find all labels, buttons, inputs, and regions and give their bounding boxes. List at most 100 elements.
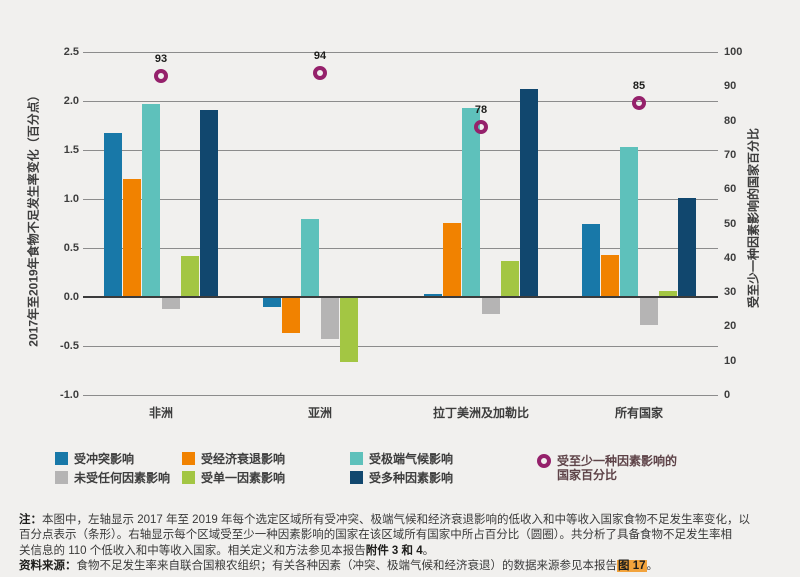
bar-受极端气候影响-亚洲: [301, 218, 320, 297]
category-label-所有国家: 所有国家: [614, 406, 664, 420]
circle-marker-所有国家: [632, 96, 646, 111]
right-tick-label: 100: [724, 46, 743, 58]
note-text: 食物不足发生率来自联合国粮农组织；有关各种因素（冲突、极端气候和经济衰退）的数据…: [76, 560, 618, 573]
category-label-拉丁美洲及加勒比: 拉丁美洲及加勒比: [432, 406, 530, 420]
gridline: [83, 52, 718, 53]
circle-value-label: 85: [632, 80, 646, 93]
legend-swatch: [350, 471, 363, 484]
bar-未受任何因素影响-所有国家: [639, 297, 658, 326]
gridline: [83, 199, 718, 200]
bar-受多种因素影响-所有国家: [678, 198, 696, 297]
gridline: [83, 101, 718, 102]
note-text: 百分点表示（条形）。右轴显示每个区域受至少一种因素影响的国家在该区域所有国家中所…: [19, 529, 732, 542]
left-tick-label: 0.5: [63, 242, 79, 254]
circle-marker-拉丁美洲及加勒比: [474, 120, 488, 135]
legend-swatch: [55, 471, 68, 484]
circle-marker-亚洲: [313, 65, 327, 80]
bar-受极端气候影响-所有国家: [620, 147, 639, 297]
gridline: [83, 150, 718, 151]
note-highlight: 图 17: [617, 560, 647, 573]
legend-item-受经济衰退影响: 受经济衰退影响: [182, 452, 285, 466]
left-tick-label: 2.0: [63, 95, 79, 107]
right-tick-label: 10: [724, 354, 737, 367]
bar-受单一因素影响-拉丁美洲及加勒比: [500, 260, 519, 297]
bar-受冲突影响-亚洲: [263, 297, 281, 307]
note-text: 关信息的 110 个低收入和中等收入国家。相关定义和方法参见本报告: [19, 544, 366, 557]
note-line-4: 资料来源：食物不足发生率来自联合国粮农组织；有关各种因素（冲突、极端气候和经济衰…: [19, 559, 658, 574]
note-text: 注：: [19, 514, 42, 526]
legend-item-受单一因素影响: 受单一因素影响: [182, 471, 285, 485]
bar-受冲突影响-非洲: [104, 133, 122, 297]
bar-受多种因素影响-非洲: [200, 109, 218, 297]
circle-marker-非洲: [154, 69, 168, 83]
legend-swatch: [55, 452, 68, 465]
note-text: 。: [646, 560, 659, 573]
right-tick-label: 0: [724, 389, 731, 401]
note-text: 本图中，左轴显示 2017 年至 2019 年每个选定区域所有受冲突、极端气候和…: [42, 514, 750, 526]
gridline: [83, 248, 718, 249]
category-label-非洲: 非洲: [148, 406, 174, 420]
legend-label: 受多种因素影响: [369, 471, 454, 485]
bar-受极端气候影响-非洲: [142, 103, 161, 297]
gridline: [83, 395, 718, 396]
legend-label: 受极端气候影响: [369, 452, 454, 466]
circle-value-label: 78: [474, 104, 488, 117]
bar-未受任何因素影响-拉丁美洲及加勒比: [481, 297, 500, 314]
bar-受极端气候影响-拉丁美洲及加勒比: [462, 107, 481, 297]
legend-swatch: [350, 452, 363, 465]
circle-value-label: 93: [154, 53, 168, 65]
legend-item-受极端气候影响: 受极端气候影响: [350, 452, 453, 466]
right-tick-label: 90: [724, 80, 737, 93]
right-tick-label: 40: [724, 251, 737, 264]
note-text: 附件 3 和 4: [365, 544, 423, 557]
legend-item-受多种因素影响: 受多种因素影响: [350, 471, 453, 485]
note-text: 资料来源：: [19, 560, 77, 573]
left-tick-label: 1.0: [63, 193, 79, 205]
right-axis-title: 受至少一种因素影响的国家百分比: [746, 127, 761, 309]
bar-未受任何因素影响-亚洲: [320, 297, 339, 340]
legend-item-受冲突影响: 受冲突影响: [55, 452, 134, 466]
legend-label: 受冲突影响: [74, 452, 135, 466]
bar-受单一因素影响-所有国家: [658, 291, 677, 297]
left-tick-label: -1.0: [60, 389, 79, 401]
zero-line: [83, 296, 718, 298]
legend-label: 未受任何因素影响: [74, 471, 171, 485]
left-tick-label: 1.5: [63, 144, 79, 156]
left-axis-title: 2017年至2019年食物不足发生率变化（百分点）: [26, 89, 41, 347]
bar-受冲突影响-拉丁美洲及加勒比: [424, 294, 442, 297]
bar-未受任何因素影响-非洲: [161, 297, 180, 309]
legend-item-受至少一种因素影响的国家百分比: 受至少一种因素影响的 国家百分比: [537, 454, 677, 482]
legend-label: 受至少一种因素影响的 国家百分比: [557, 454, 678, 482]
note-line-1: 注：本图中，左轴显示 2017 年至 2019 年每个选定区域所有受冲突、极端气…: [19, 513, 750, 528]
legend-swatch: [182, 471, 195, 484]
bar-受经济衰退影响-拉丁美洲及加勒比: [443, 222, 462, 297]
bar-受经济衰退影响-所有国家: [601, 254, 620, 297]
left-tick-label: -0.5: [60, 340, 79, 352]
bar-受经济衰退影响-非洲: [123, 179, 142, 297]
bar-受经济衰退影响-亚洲: [282, 297, 301, 334]
left-tick-label: 2.5: [63, 46, 79, 58]
legend-label: 受单一因素影响: [201, 471, 286, 485]
legend-swatch: [182, 452, 195, 465]
note-line-3: 关信息的 110 个低收入和中等收入国家。相关定义和方法参见本报告附件 3 和 …: [19, 544, 434, 559]
circle-value-label: 94: [313, 49, 327, 62]
left-tick-label: 0.0: [63, 291, 79, 303]
right-tick-label: 30: [724, 286, 737, 299]
gridline: [83, 346, 718, 347]
category-label-亚洲: 亚洲: [307, 406, 333, 420]
right-tick-label: 50: [724, 217, 737, 230]
right-tick-label: 60: [724, 183, 737, 196]
legend-circle-swatch: [537, 454, 551, 468]
bar-受单一因素影响-非洲: [180, 255, 199, 297]
note-text: 。: [422, 544, 435, 557]
bar-受多种因素影响-拉丁美洲及加勒比: [520, 89, 538, 297]
right-tick-label: 80: [724, 114, 737, 127]
right-tick-label: 20: [724, 320, 737, 333]
right-tick-label: 70: [724, 148, 737, 161]
legend-label: 受经济衰退影响: [201, 452, 286, 466]
legend-item-未受任何因素影响: 未受任何因素影响: [55, 471, 170, 485]
bar-受单一因素影响-亚洲: [339, 297, 358, 362]
note-line-2: 百分点表示（条形）。右轴显示每个区域受至少一种因素影响的国家在该区域所有国家中所…: [19, 528, 732, 543]
bar-受冲突影响-所有国家: [582, 224, 600, 297]
